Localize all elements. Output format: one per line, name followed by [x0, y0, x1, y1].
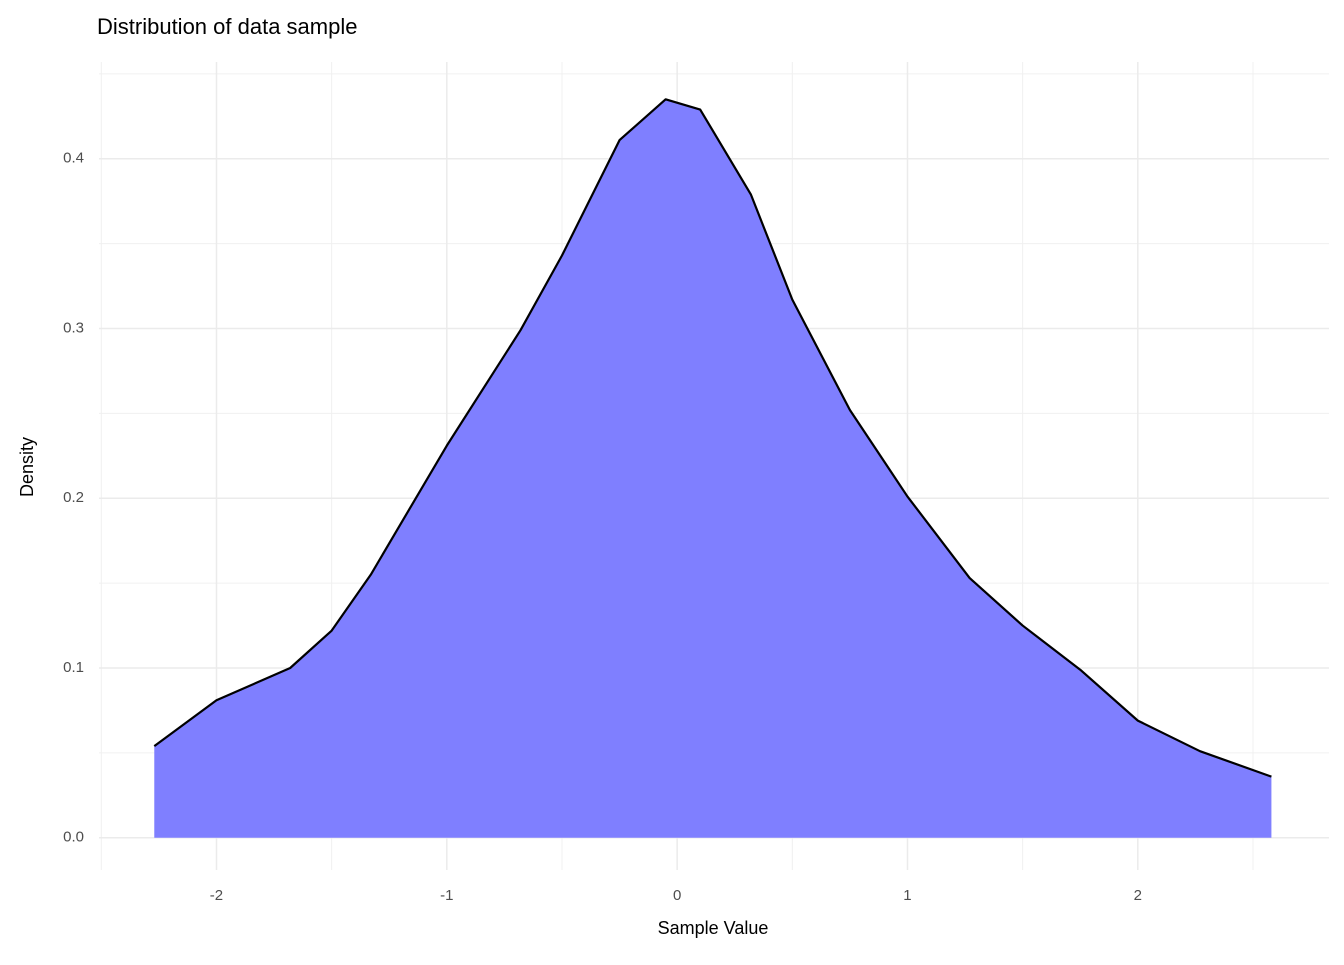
chart-title: Distribution of data sample: [97, 14, 357, 39]
y-tick-label: 0.2: [63, 489, 84, 506]
x-axis-label: Sample Value: [658, 918, 769, 938]
x-tick-label: -2: [210, 887, 223, 904]
x-tick-label: -1: [440, 887, 453, 904]
density-area: [154, 99, 1272, 838]
y-tick-label: 0.3: [63, 319, 84, 336]
y-tick-label: 0.1: [63, 659, 84, 676]
x-tick-label: 1: [903, 887, 911, 904]
y-tick-label: 0.4: [63, 150, 84, 167]
x-tick-label: 2: [1134, 887, 1142, 904]
density-line: [153, 98, 1272, 778]
y-axis-label: Density: [17, 437, 37, 497]
x-tick-label: 0: [673, 887, 681, 904]
y-tick-label: 0.0: [63, 829, 84, 846]
